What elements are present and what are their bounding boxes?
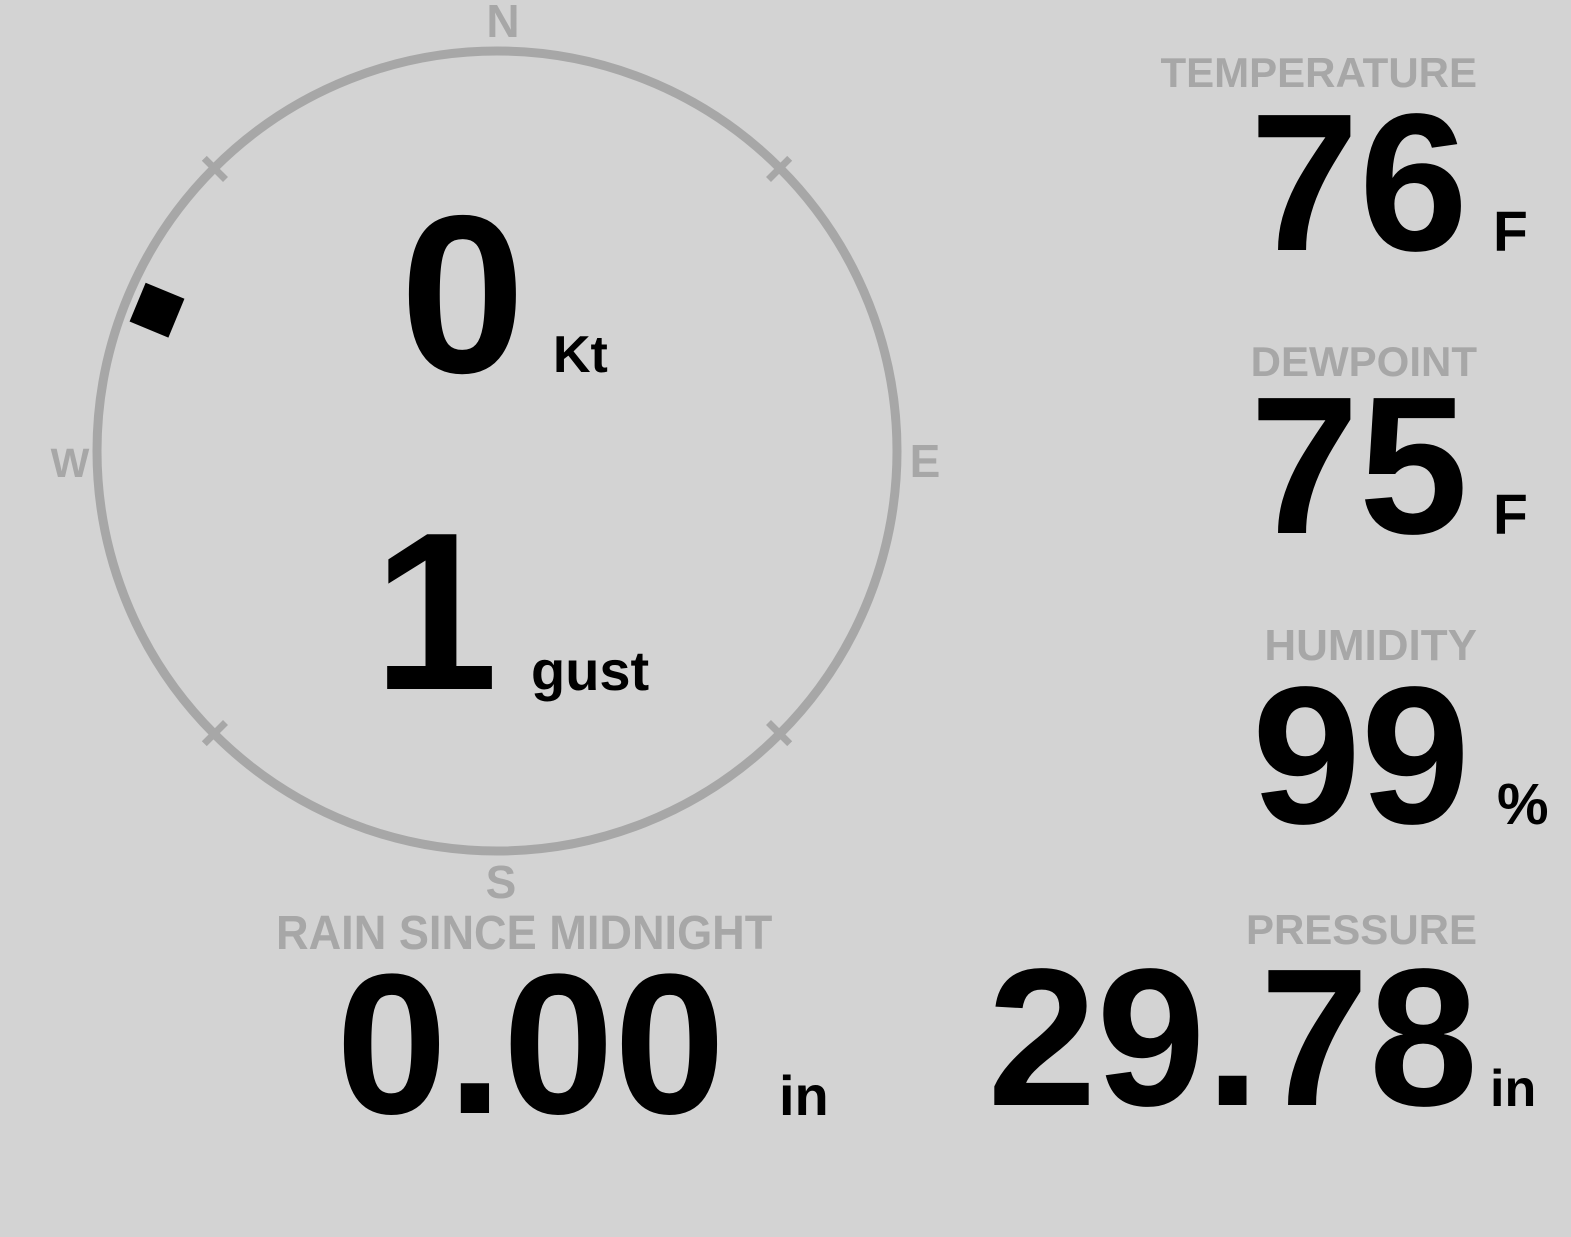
wind-direction-marker xyxy=(129,282,185,338)
pressure-unit: in xyxy=(1490,1060,1537,1118)
wind-compass-dial xyxy=(92,46,902,856)
temperature-value: 76 xyxy=(1249,73,1468,292)
pressure-label: PRESSURE xyxy=(1245,906,1477,953)
wind-gust-value: 1 xyxy=(373,485,499,737)
dewpoint-value: 75 xyxy=(1249,356,1468,575)
compass-label-south: S xyxy=(485,856,517,908)
wind-speed-value: 0 xyxy=(400,168,526,420)
temperature-label: TEMPERATURE xyxy=(1160,49,1477,96)
compass-label-east: E xyxy=(909,435,941,487)
compass-label-north: N xyxy=(486,0,520,47)
rain-since-midnight-value: 0.00 xyxy=(336,933,726,1156)
humidity-value: 99 xyxy=(1251,646,1470,865)
humidity-unit: % xyxy=(1497,772,1549,837)
rain-since-midnight-label: RAIN SINCE MIDNIGHT xyxy=(276,907,773,960)
compass-label-west: W xyxy=(50,440,90,486)
dewpoint-label: DEWPOINT xyxy=(1250,338,1477,385)
compass-intercardinal-ticks xyxy=(201,155,793,747)
dewpoint-unit: F xyxy=(1493,483,1528,547)
wind-speed-unit: Kt xyxy=(553,326,608,384)
humidity-label: HUMIDITY xyxy=(1264,621,1477,670)
wind-gust-unit: gust xyxy=(531,639,650,702)
rain-since-midnight-unit: in xyxy=(779,1064,829,1127)
pressure-value: 29.78 xyxy=(987,928,1478,1147)
compass-circle xyxy=(92,46,902,856)
temperature-unit: F xyxy=(1493,200,1528,264)
